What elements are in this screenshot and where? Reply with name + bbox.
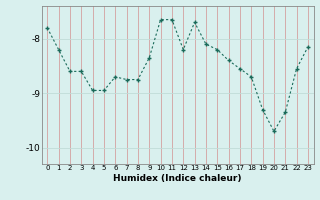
X-axis label: Humidex (Indice chaleur): Humidex (Indice chaleur) <box>113 174 242 183</box>
